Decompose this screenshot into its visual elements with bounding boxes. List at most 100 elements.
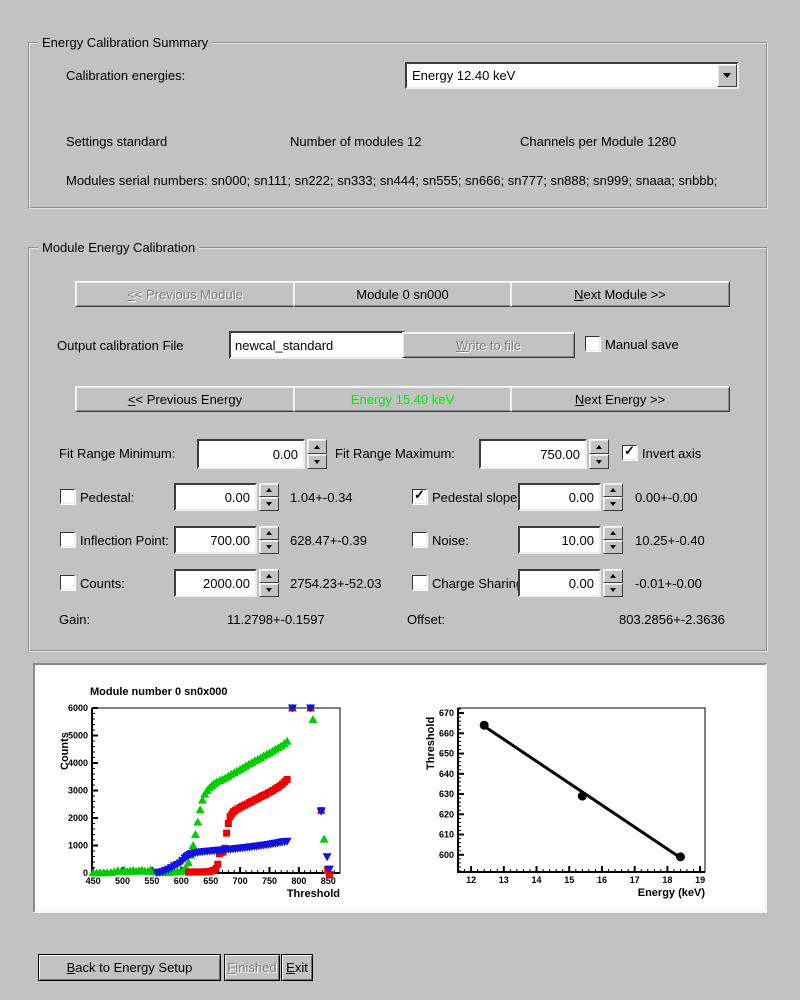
previous-module-button[interactable]: < < Previous Module	[75, 281, 295, 307]
counts-label: Counts:	[80, 576, 125, 591]
offset-value: 803.2856+-2.3636	[619, 612, 725, 627]
spin-down-button[interactable]	[259, 540, 279, 554]
counts-checkbox[interactable]	[60, 575, 75, 590]
arrow-up-icon	[610, 531, 616, 535]
channels-label: Channels per Module 1280	[520, 134, 677, 149]
pedestal-checkbox[interactable]	[60, 489, 75, 504]
svg-text:4000: 4000	[68, 758, 88, 768]
output-file-input[interactable]: newcal_standard	[229, 331, 405, 359]
svg-text:620: 620	[439, 809, 454, 819]
svg-text:5000: 5000	[68, 731, 88, 741]
fit-range-max-spinbox[interactable]: 750.00	[479, 439, 609, 469]
arrow-down-icon	[314, 459, 320, 464]
pedestal-label: Pedestal:	[80, 490, 135, 505]
offset-label: Offset:	[407, 612, 446, 627]
spin-up-button[interactable]	[603, 569, 623, 583]
spin-up-button[interactable]	[259, 526, 279, 540]
svg-text:630: 630	[439, 789, 454, 799]
fit-range-max-label: Fit Range Maximum:	[335, 446, 455, 461]
pedestal-slope-stat: 0.00+-0.00	[635, 490, 698, 505]
module-energy-calibration-group: Module Energy Calibration < < Previous Mo…	[28, 240, 768, 652]
inflection-value[interactable]: 700.00	[174, 526, 257, 554]
arrow-down-icon	[610, 545, 616, 549]
previous-energy-button[interactable]: < < Previous Energy	[75, 386, 295, 412]
pedestal-slope-spinbox[interactable]: 0.00	[518, 483, 623, 511]
spin-down-button[interactable]	[603, 497, 623, 511]
arrow-up-icon	[610, 488, 616, 492]
svg-text:1000: 1000	[68, 841, 88, 851]
svg-text:12: 12	[466, 875, 476, 885]
inflection-checkbox[interactable]	[60, 532, 75, 547]
fit-range-min-spinbox[interactable]: 0.00	[197, 439, 327, 469]
pedestal-slope-checkbox[interactable]	[412, 487, 427, 504]
arrow-down-icon	[610, 588, 616, 592]
svg-text:14: 14	[532, 875, 542, 885]
module-label-button[interactable]: Module 0 sn000	[293, 281, 512, 307]
counts-spinbox[interactable]: 2000.00	[174, 569, 279, 597]
svg-text:750: 750	[262, 876, 277, 886]
current-energy-button[interactable]: Energy 15.40 keV	[293, 386, 512, 412]
settings-label: Settings standard	[66, 134, 168, 149]
spin-down-button[interactable]	[603, 583, 623, 597]
spin-up-button[interactable]	[259, 569, 279, 583]
invert-axis-label: Invert axis	[642, 446, 702, 461]
svg-text:650: 650	[439, 749, 454, 759]
svg-text:18: 18	[662, 875, 672, 885]
arrow-down-icon	[610, 502, 616, 506]
spin-down-button[interactable]	[589, 454, 609, 469]
invert-axis-checkbox[interactable]	[622, 443, 637, 460]
group-title-module: Module Energy Calibration	[38, 240, 200, 255]
arrow-up-icon	[314, 444, 320, 449]
charge-sharing-stat: -0.01+-0.00	[635, 576, 702, 591]
manual-save-checkbox[interactable]	[585, 336, 600, 351]
svg-text:650: 650	[203, 876, 218, 886]
svg-text:600: 600	[174, 876, 189, 886]
svg-text:Threshold: Threshold	[287, 888, 340, 900]
spin-up-button[interactable]	[589, 439, 609, 454]
serial-numbers-label: Modules serial numbers: sn000; sn111; sn…	[66, 173, 718, 188]
spin-down-button[interactable]	[307, 454, 327, 469]
svg-text:15: 15	[564, 875, 574, 885]
charge-sharing-checkbox[interactable]	[412, 575, 427, 590]
gain-value: 11.2798+-0.1597	[227, 612, 325, 627]
charge-sharing-spinbox[interactable]: 0.00	[518, 569, 623, 597]
noise-spinbox[interactable]: 10.00	[518, 526, 623, 554]
inflection-spinbox[interactable]: 700.00	[174, 526, 279, 554]
svg-text:Energy (keV): Energy (keV)	[638, 887, 706, 899]
fit-range-max-value[interactable]: 750.00	[479, 439, 587, 469]
inflection-stat: 628.47+-0.39	[290, 533, 367, 548]
charge-sharing-value[interactable]: 0.00	[518, 569, 601, 597]
counts-value[interactable]: 2000.00	[174, 569, 257, 597]
spin-up-button[interactable]	[603, 483, 623, 497]
calibration-energy-dropdown[interactable]: Energy 12.40 keV	[405, 62, 739, 89]
spin-down-button[interactable]	[603, 540, 623, 554]
dropdown-arrow-button[interactable]	[717, 64, 737, 87]
pedestal-spinbox[interactable]: 0.00	[174, 483, 279, 511]
spin-up-button[interactable]	[307, 439, 327, 454]
svg-text:600: 600	[439, 850, 454, 860]
pedestal-value[interactable]: 0.00	[174, 483, 257, 511]
spin-down-button[interactable]	[259, 497, 279, 511]
pedestal-slope-value[interactable]: 0.00	[518, 483, 601, 511]
fit-range-min-value[interactable]: 0.00	[197, 439, 305, 469]
svg-text:800: 800	[291, 876, 306, 886]
plots-panel: 450 500 550 600 650 700 750 800 850 0 1000 2000 3000…	[33, 663, 767, 913]
group-title-summary: Energy Calibration Summary	[38, 35, 213, 50]
spin-down-button[interactable]	[259, 583, 279, 597]
svg-text:Threshold: Threshold	[425, 717, 437, 770]
counts-stat: 2754.23+-52.03	[290, 576, 382, 591]
svg-text:640: 640	[439, 769, 454, 779]
pedestal-slope-label: Pedestal slope:	[432, 490, 521, 505]
noise-checkbox[interactable]	[412, 532, 427, 547]
svg-text:450: 450	[86, 876, 101, 886]
spin-up-button[interactable]	[259, 483, 279, 497]
noise-value[interactable]: 10.00	[518, 526, 601, 554]
spin-up-button[interactable]	[603, 526, 623, 540]
svg-text:17: 17	[630, 875, 640, 885]
